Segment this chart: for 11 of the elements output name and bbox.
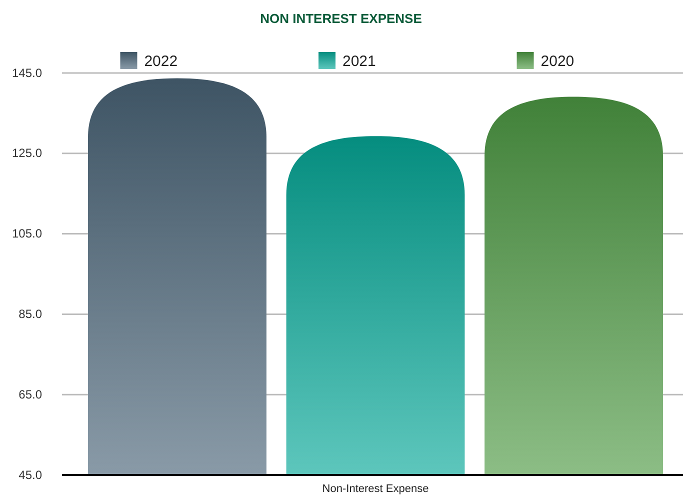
y-tick-label: 45.0: [18, 468, 42, 482]
y-tick-label: 145.0: [12, 66, 42, 80]
chart-title: NON INTEREST EXPENSE: [260, 11, 422, 26]
legend-label: 2022: [144, 53, 178, 70]
legend-label: 2021: [342, 53, 376, 70]
legend-label: 2020: [540, 53, 574, 70]
x-tick-label: Non-Interest Expense: [322, 483, 429, 495]
y-tick-label: 105.0: [12, 226, 42, 241]
y-tick-label: 85.0: [18, 307, 42, 322]
y-tick-label: 125.0: [12, 146, 42, 160]
y-tick-label: 65.0: [18, 387, 42, 402]
